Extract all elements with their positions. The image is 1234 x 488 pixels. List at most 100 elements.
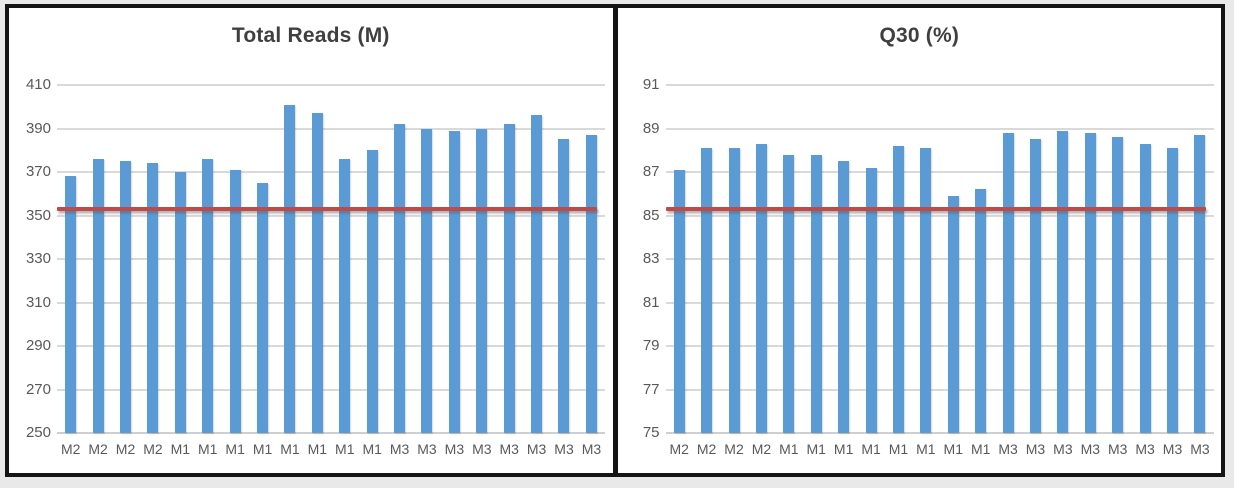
bar [585, 135, 597, 433]
bar [701, 148, 713, 433]
x-tick-label: M3 [526, 441, 547, 457]
bar [1194, 135, 1206, 433]
y-tick-label: 83 [642, 250, 660, 267]
x-tick-label: M3 [499, 441, 519, 457]
bar [503, 124, 515, 433]
bar [257, 182, 268, 433]
x-tick-label: M1 [943, 441, 963, 457]
y-tick-label: 85 [642, 206, 660, 224]
x-tick-label: M2 [60, 441, 81, 457]
bar [892, 145, 904, 433]
x-tick-label: M1 [806, 441, 826, 457]
gridline [57, 127, 605, 130]
gridline [57, 388, 605, 391]
gridline [665, 127, 1214, 130]
x-tick-label: M2 [751, 441, 772, 457]
x-tick-label: M1 [307, 441, 328, 457]
gridline [665, 258, 1214, 260]
x-tick-label: M3 [472, 441, 492, 457]
x-tick-label: M3 [1135, 441, 1155, 457]
bar [1112, 137, 1124, 433]
x-tick-label: M3 [1053, 441, 1073, 457]
bar [421, 128, 433, 433]
report-frame: Total Reads (M) 410 390 370 350 330 310 290 270… [5, 4, 1225, 477]
y-tick-label: 75 [642, 424, 660, 441]
y-tick-label: 410 [25, 76, 51, 93]
bar [311, 113, 323, 433]
x-tick-label: M1 [888, 441, 909, 457]
bar [202, 158, 214, 433]
bar [1139, 143, 1151, 433]
bar [810, 154, 822, 433]
y-tick-label: 77 [642, 380, 660, 398]
gridline [57, 432, 605, 434]
y-tick-label: 81 [642, 293, 660, 311]
x-tick-label: M3 [554, 441, 574, 457]
x-tick-label: M1 [779, 441, 799, 457]
bar [755, 143, 767, 433]
y-tick-label: 250 [25, 424, 51, 441]
x-tick-label: M1 [335, 441, 355, 457]
bar [1084, 132, 1096, 433]
y-tick-label: 310 [25, 293, 51, 311]
gridline [57, 214, 605, 217]
x-tick-label: M3 [389, 441, 410, 457]
gridline [665, 388, 1214, 391]
y-tick-label: 390 [25, 119, 51, 137]
bar [947, 195, 959, 433]
y-tick-label: 87 [642, 163, 660, 180]
panel-divider [612, 8, 618, 473]
bar [1166, 148, 1178, 433]
bar [865, 167, 877, 433]
bar [339, 158, 351, 433]
bar [284, 104, 296, 433]
x-tick-label: M1 [225, 441, 245, 457]
bar [1029, 139, 1041, 433]
bar [65, 176, 77, 433]
y-tick-label: 370 [25, 163, 51, 180]
x-tick-label: M1 [833, 441, 854, 457]
x-tick-label: M3 [1162, 441, 1183, 457]
chart-q30: Q30 (%) 91 89 87 85 83 81 79 77 75 M2 M2 M2 M2 M1 M1 M1… [617, 8, 1221, 473]
bar [920, 148, 932, 433]
bar [783, 154, 795, 433]
chart-total-reads: Total Reads (M) 410 390 370 350 330 310 290 270… [9, 8, 613, 473]
bar [1057, 130, 1069, 433]
gridline [665, 301, 1214, 304]
x-tick-label: M1 [362, 441, 382, 457]
x-tick-label: M3 [1190, 441, 1210, 457]
x-tick-label: M3 [444, 441, 465, 457]
bar [673, 169, 685, 433]
y-tick-label: 270 [25, 380, 51, 398]
x-tick-label: M1 [252, 441, 273, 457]
x-tick-label: M1 [970, 441, 991, 457]
x-tick-label: M2 [669, 441, 689, 457]
x-tick-label: M3 [1080, 441, 1101, 457]
x-tick-label: M1 [861, 441, 881, 457]
gridline [665, 432, 1214, 434]
bar [448, 130, 460, 433]
x-tick-label: M1 [280, 441, 300, 457]
bar [476, 128, 488, 433]
gridline [665, 171, 1214, 173]
threshold-line [665, 206, 1206, 211]
x-axis-labels: M2 M2 M2 M2 M1 M1 M1 M1 M1 M1 M1 M1 M3 M3 M3 M3 M3 M3 M3 M3 [666, 441, 1214, 457]
x-tick-label: M1 [198, 441, 218, 457]
y-tick-label: 89 [642, 119, 660, 137]
x-tick-label: M2 [115, 441, 136, 457]
bar [366, 150, 378, 433]
y-tick-label: 350 [25, 206, 51, 224]
x-tick-label: M2 [696, 441, 717, 457]
x-tick-label: M3 [417, 441, 437, 457]
x-tick-label: M1 [170, 441, 191, 457]
threshold-line [57, 206, 597, 211]
y-tick-label: 79 [642, 337, 660, 354]
bar [975, 189, 987, 433]
x-tick-label: M3 [1025, 441, 1046, 457]
bar [531, 115, 542, 433]
x-tick-label: M2 [88, 441, 108, 457]
x-tick-label: M1 [916, 441, 936, 457]
bar [120, 161, 131, 433]
x-tick-label: M2 [724, 441, 744, 457]
